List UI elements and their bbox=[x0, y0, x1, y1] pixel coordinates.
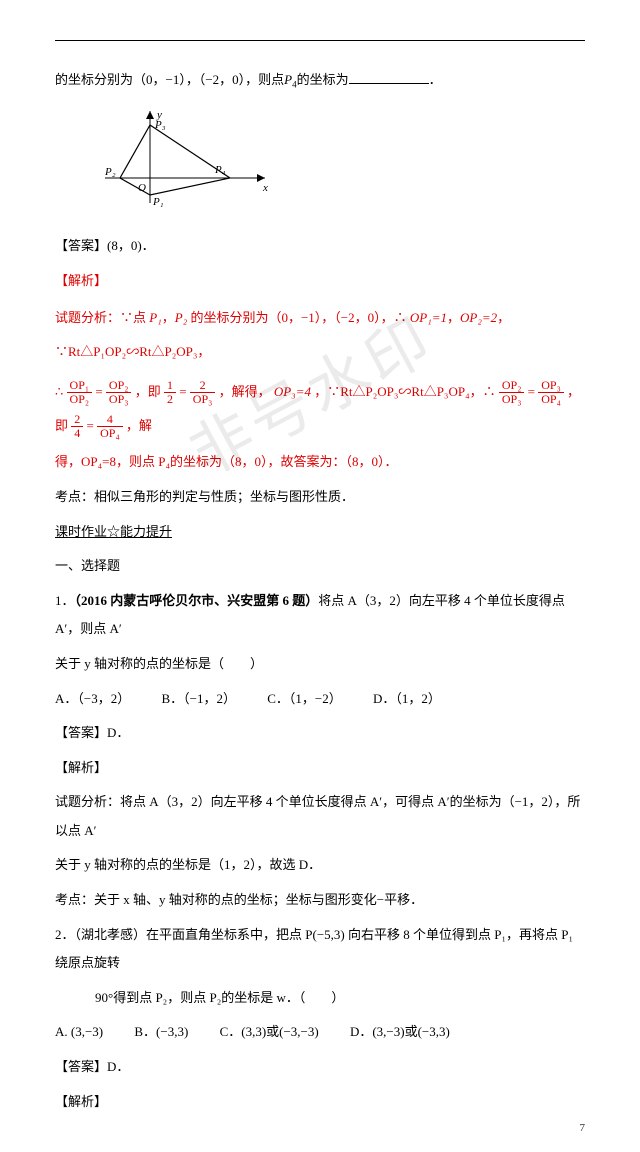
top-rule bbox=[55, 40, 585, 41]
t: 1 bbox=[164, 379, 176, 393]
solution-3-label: 【解析】 bbox=[55, 1088, 585, 1117]
t: OP₂ bbox=[106, 379, 132, 393]
t: OP₃ bbox=[538, 379, 564, 393]
answer-3: 【答案】D． bbox=[55, 1053, 585, 1082]
fraction: OP₃OP₄ bbox=[538, 379, 564, 406]
opt-c: C．(3,3)或(−3,−3) bbox=[220, 1024, 319, 1039]
t: OP₃ bbox=[190, 393, 216, 406]
p-var: P bbox=[284, 72, 292, 87]
answer-label: 【答案】 bbox=[55, 725, 107, 740]
solution-2-l1: 试题分析：将点 A（3，2）向左平移 4 个单位长度得点 A′，可得点 A′的坐… bbox=[55, 788, 585, 845]
fraction: 24 bbox=[71, 413, 83, 440]
svg-text:P₃: P₃ bbox=[154, 119, 166, 131]
opt-d: D．(3,−3)或(−3,3) bbox=[350, 1024, 450, 1039]
opt-a: A．（−3，2） bbox=[55, 691, 130, 706]
question-2b: 90°得到点 P₂，则点 P₂的坐标是 w．（ ） bbox=[55, 984, 585, 1013]
intro-line: 的坐标分别为（0，−1），（−2，0），则点P4的坐标为． bbox=[55, 66, 585, 95]
answer-label: 【答案】 bbox=[55, 1059, 107, 1074]
intro-b: 的坐标为 bbox=[297, 72, 349, 87]
answer-text: D． bbox=[107, 1059, 129, 1074]
t: 2 bbox=[71, 413, 83, 427]
question-1: 1．（2016 内蒙古呼伦贝尔市、兴安盟第 6 题）将点 A（3，2）向左平移 … bbox=[55, 587, 585, 644]
opt-a: A. (3,−3) bbox=[55, 1024, 103, 1039]
t: OP₄ bbox=[538, 393, 564, 406]
t: ，解 bbox=[126, 418, 152, 433]
t: OP₂=2 bbox=[460, 310, 497, 325]
solution-1-line2: ∴ OP₁OP₂ = OP₂OP₃ ，即 12 = 2OP₃ ，解得， OP₃=… bbox=[55, 375, 585, 443]
solution-1-line3: 得，OP₄=8，则点 P₄的坐标为（8，0），故答案为：（8，0）． bbox=[55, 448, 585, 477]
answer-1: 【答案】(8，0)． bbox=[55, 232, 585, 261]
intro-a: 的坐标分别为（0，−1），（−2，0），则点 bbox=[55, 72, 284, 87]
intro-period: ． bbox=[429, 72, 442, 87]
qnum: 2． bbox=[55, 927, 75, 942]
t: OP₃=4 bbox=[274, 384, 311, 399]
qsrc: （湖北孝感） bbox=[75, 927, 147, 942]
question-1-options: A．（−3，2） B．（−1，2） C．（1，−2） D．（1，2） bbox=[55, 685, 585, 714]
t: ，解得， bbox=[219, 384, 271, 399]
answer-label: 【答案】 bbox=[55, 238, 107, 253]
svg-text:P₁: P₁ bbox=[152, 196, 164, 208]
qnum: 1． bbox=[55, 593, 75, 608]
opt-b: B．(−3,3) bbox=[134, 1024, 188, 1039]
answer-text: (8，0)． bbox=[107, 238, 155, 253]
t: 4 bbox=[97, 413, 123, 427]
t: OP₄ bbox=[97, 427, 123, 440]
opt-d: D．（1，2） bbox=[373, 691, 441, 706]
fraction: OP₂OP₃ bbox=[106, 379, 132, 406]
svg-text:P₂: P₂ bbox=[104, 166, 116, 178]
t: OP₁=1 bbox=[410, 310, 447, 325]
svg-text:P₄: P₄ bbox=[214, 164, 226, 176]
t: 2 bbox=[190, 379, 216, 393]
fraction: 4OP₄ bbox=[97, 413, 123, 440]
svg-text:O: O bbox=[138, 182, 146, 194]
fraction: 12 bbox=[164, 379, 176, 406]
question-1b: 关于 y 轴对称的点的坐标是（ ） bbox=[55, 650, 585, 679]
t: 试题分析：∵点 bbox=[55, 310, 146, 325]
fraction: OP₁OP₂ bbox=[67, 379, 93, 406]
t: 2 bbox=[164, 393, 176, 406]
answer-text: D． bbox=[107, 725, 129, 740]
section-title: 课时作业☆能力提升 bbox=[55, 518, 585, 547]
coordinate-figure: y x O P₁ P₂ P₃ P₄ bbox=[95, 103, 585, 224]
opt-c: C．（1，−2） bbox=[267, 691, 342, 706]
qsrc: （2016 内蒙古呼伦贝尔市、兴安盟第 6 题） bbox=[75, 593, 319, 608]
t: P₁ bbox=[149, 310, 161, 325]
t: ，∵Rt△P₂OP₃∽Rt△P₃OP₄，∴ bbox=[314, 384, 495, 399]
solution-2-l2: 关于 y 轴对称的点的坐标是（1，2），故选 D． bbox=[55, 851, 585, 880]
question-2: 2．（湖北孝感）在平面直角坐标系中，把点 P(−5,3) 向右平移 8 个单位得… bbox=[55, 921, 585, 978]
svg-text:x: x bbox=[262, 182, 268, 194]
t: P₂ bbox=[175, 310, 187, 325]
t: ∴ bbox=[55, 384, 63, 399]
subsection-title: 一、选择题 bbox=[55, 552, 585, 581]
t: OP₃ bbox=[499, 393, 525, 406]
t: OP₂ bbox=[499, 379, 525, 393]
fraction: OP₂OP₃ bbox=[499, 379, 525, 406]
kaodian-1: 考点：相似三角形的判定与性质；坐标与图形性质． bbox=[55, 483, 585, 512]
answer-2: 【答案】D． bbox=[55, 719, 585, 748]
solution-1-line1: 试题分析：∵点 P₁，P₂ 的坐标分别为（0，−1），（−2，0），∴ OP₁=… bbox=[55, 301, 585, 369]
t: 4 bbox=[71, 427, 83, 440]
t: 的坐标分别为（0，−1），（−2，0），∴ bbox=[190, 310, 406, 325]
opt-b: B．（−1，2） bbox=[161, 691, 236, 706]
t: OP₁ bbox=[67, 379, 93, 393]
page-number: 7 bbox=[580, 1116, 586, 1140]
solution-2-label: 【解析】 bbox=[55, 754, 585, 783]
fraction: 2OP₃ bbox=[190, 379, 216, 406]
t: OP₂ bbox=[67, 393, 93, 406]
question-2-options: A. (3,−3) B．(−3,3) C．(3,3)或(−3,−3) D．(3,… bbox=[55, 1018, 585, 1047]
t: OP₃ bbox=[106, 393, 132, 406]
t: ，即 bbox=[135, 384, 161, 399]
solution-1-label: 【解析】 bbox=[55, 267, 585, 296]
kaodian-2: 考点：关于 x 轴、y 轴对称的点的坐标；坐标与图形变化−平移． bbox=[55, 886, 585, 915]
blank-line bbox=[349, 71, 429, 84]
